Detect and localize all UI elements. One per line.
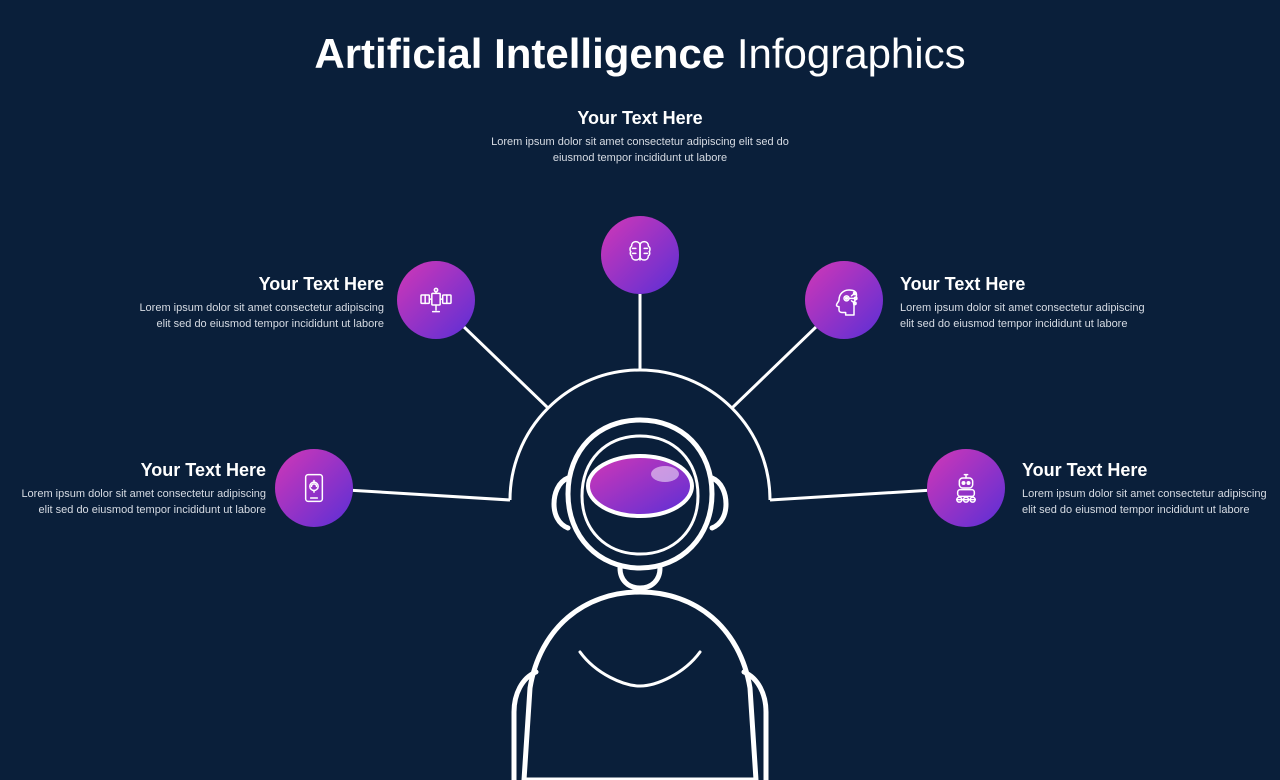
body: Lorem ipsum dolor sit amet consectetur a… [1022,487,1280,519]
text-block-top: Your Text Here Lorem ipsum dolor sit ame… [490,108,790,167]
heading: Your Text Here [490,108,790,129]
ai-head-icon [824,280,864,320]
brain-icon [620,235,660,275]
node-satellite [397,261,475,339]
node-brain [601,216,679,294]
heading: Your Text Here [124,274,384,295]
body: Lorem ipsum dolor sit amet consectetur a… [124,301,384,333]
text-block-lower-right: Your Text Here Lorem ipsum dolor sit ame… [1022,460,1280,519]
satellite-icon [416,280,456,320]
node-ai-head [805,261,883,339]
text-block-lower-left: Your Text Here Lorem ipsum dolor sit ame… [6,460,266,519]
robot-illustration [460,400,820,780]
heading: Your Text Here [1022,460,1280,481]
device-icon [294,468,334,508]
heading: Your Text Here [6,460,266,481]
node-device [275,449,353,527]
body: Lorem ipsum dolor sit amet consectetur a… [490,135,790,167]
body: Lorem ipsum dolor sit amet consectetur a… [900,301,1160,333]
heading: Your Text Here [900,274,1160,295]
body: Lorem ipsum dolor sit amet consectetur a… [6,487,266,519]
text-block-upper-left: Your Text Here Lorem ipsum dolor sit ame… [124,274,384,333]
text-block-upper-right: Your Text Here Lorem ipsum dolor sit ame… [900,274,1160,333]
robot-icon [946,468,986,508]
node-robot [927,449,1005,527]
